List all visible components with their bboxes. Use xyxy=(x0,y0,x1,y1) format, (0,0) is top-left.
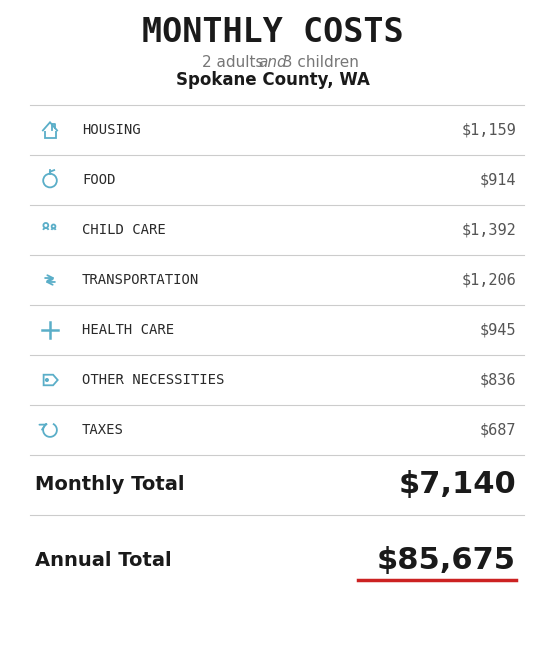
Text: Annual Total: Annual Total xyxy=(35,551,171,570)
Text: $836: $836 xyxy=(479,373,516,387)
Text: $1,392: $1,392 xyxy=(461,222,516,237)
Text: $85,675: $85,675 xyxy=(377,545,516,574)
Text: $945: $945 xyxy=(479,322,516,338)
Text: 3 children: 3 children xyxy=(273,54,359,70)
Circle shape xyxy=(46,379,48,381)
Text: CHILD CARE: CHILD CARE xyxy=(82,223,166,237)
Text: HOUSING: HOUSING xyxy=(82,123,141,137)
Text: $7,140: $7,140 xyxy=(398,470,516,500)
Text: HEALTH CARE: HEALTH CARE xyxy=(82,323,174,337)
Text: $687: $687 xyxy=(479,423,516,438)
Text: OTHER NECESSITIES: OTHER NECESSITIES xyxy=(82,373,224,387)
Text: 2 adults: 2 adults xyxy=(202,54,273,70)
Text: TAXES: TAXES xyxy=(82,423,124,437)
Text: $1,206: $1,206 xyxy=(461,273,516,287)
Text: $1,159: $1,159 xyxy=(461,123,516,137)
Text: TRANSPORTATION: TRANSPORTATION xyxy=(82,273,199,287)
Text: $914: $914 xyxy=(479,172,516,188)
Text: MONTHLY COSTS: MONTHLY COSTS xyxy=(142,15,404,48)
Text: Monthly Total: Monthly Total xyxy=(35,476,185,494)
Text: Spokane County, WA: Spokane County, WA xyxy=(176,71,370,89)
Text: and: and xyxy=(259,54,287,70)
Text: FOOD: FOOD xyxy=(82,173,116,187)
